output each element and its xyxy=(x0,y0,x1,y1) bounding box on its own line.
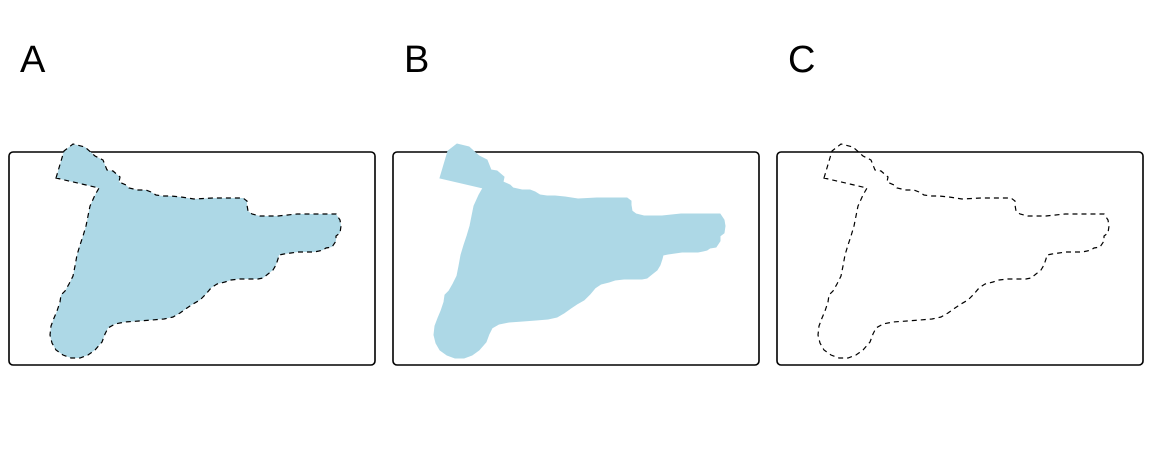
island-outline-c xyxy=(817,143,1110,359)
panel-c: C xyxy=(776,39,1144,366)
panel-b: B xyxy=(392,39,760,366)
panel-a: A xyxy=(8,39,376,366)
map-frame-c xyxy=(776,151,1144,366)
map-panel-b xyxy=(392,143,760,366)
panel-label-c: C xyxy=(788,39,815,81)
map-panel-a xyxy=(8,143,376,366)
map-frame-b xyxy=(392,151,760,366)
map-frame-a xyxy=(8,151,376,366)
map-panel-c xyxy=(776,143,1144,366)
island-fill-a xyxy=(50,144,341,358)
panel-label-b: B xyxy=(404,39,429,81)
panel-label-a: A xyxy=(20,39,46,81)
island-fill-b xyxy=(433,143,726,359)
